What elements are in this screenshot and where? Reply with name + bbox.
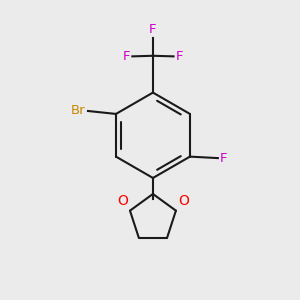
Text: F: F [122, 50, 130, 63]
Text: O: O [117, 194, 128, 208]
Text: F: F [149, 23, 157, 36]
Text: F: F [220, 152, 228, 165]
Text: O: O [178, 194, 189, 208]
Text: F: F [176, 50, 183, 63]
Text: Br: Br [71, 104, 85, 118]
